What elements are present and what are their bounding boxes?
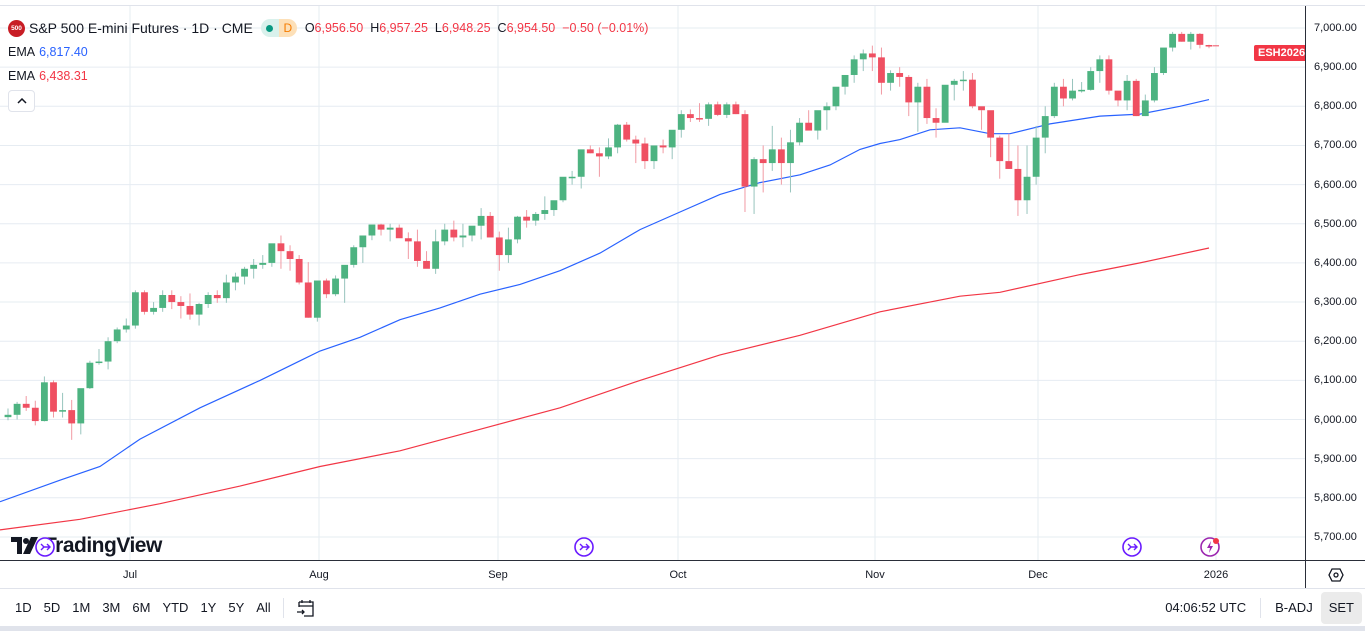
price-tick: 6,300.00 bbox=[1314, 296, 1357, 309]
range-1d-button[interactable]: 1D bbox=[15, 599, 32, 615]
price-tick: 6,600.00 bbox=[1314, 178, 1357, 191]
price-axis[interactable]: 7,000.00 6,900.00 6,800.00 6,700.00 6,600.00… bbox=[1305, 6, 1365, 560]
price-tick: 5,700.00 bbox=[1314, 530, 1357, 543]
rollover-icon[interactable] bbox=[1121, 536, 1143, 558]
bottom-strip bbox=[0, 626, 1365, 631]
change-value: −0.50 (−0.01%) bbox=[562, 21, 649, 35]
chart-pane[interactable]: 500 S&P 500 E-mini Futures · 1D · CME D … bbox=[0, 6, 1305, 560]
high-value: H6,957.25 bbox=[370, 21, 428, 35]
delayed-data-badge: D bbox=[278, 19, 297, 37]
price-tick: 6,700.00 bbox=[1314, 139, 1357, 152]
rollover-icon[interactable] bbox=[34, 536, 56, 558]
status-area: 04:06:52 UTC B-ADJ SET bbox=[1157, 589, 1365, 626]
ema-slow-legend[interactable]: EMA 6,438.31 bbox=[8, 64, 648, 88]
tradingview-watermark[interactable]: TradingView bbox=[11, 534, 162, 558]
ohlc-values: O6,956.50 H6,957.25 L6,948.25 C6,954.50 … bbox=[305, 21, 649, 35]
price-tick: 7,000.00 bbox=[1314, 22, 1357, 34]
market-open-dot-icon bbox=[260, 19, 279, 37]
range-ytd-button[interactable]: YTD bbox=[162, 599, 189, 615]
tradingview-logo-icon bbox=[11, 537, 38, 554]
chart-settings-button[interactable] bbox=[1305, 560, 1365, 588]
symbol-price-badge: ESH2026 bbox=[1254, 45, 1305, 61]
range-1m-button[interactable]: 1M bbox=[72, 599, 91, 615]
range-all-button[interactable]: All bbox=[256, 599, 271, 615]
ema-slow-value: 6,438.31 bbox=[39, 69, 88, 83]
bottom-toolbar: 1D 5D 1M 3M 6M YTD 1Y 5Y All 04:06:52 UT… bbox=[0, 588, 1365, 626]
time-tick: Sep bbox=[488, 569, 508, 581]
market-status-pill[interactable]: D bbox=[260, 19, 297, 37]
range-3m-button[interactable]: 3M bbox=[102, 599, 121, 615]
lightning-icon[interactable] bbox=[1199, 536, 1221, 558]
price-tick: 6,000.00 bbox=[1314, 413, 1357, 426]
date-range-buttons: 1D 5D 1M 3M 6M YTD 1Y 5Y All bbox=[9, 594, 277, 622]
go-to-date-button[interactable] bbox=[290, 594, 322, 622]
price-tick: 5,800.00 bbox=[1314, 491, 1357, 504]
ema-slow-label: EMA bbox=[8, 69, 36, 83]
range-6m-button[interactable]: 6M bbox=[132, 599, 151, 615]
toolbar-divider bbox=[1260, 597, 1262, 618]
price-tick: 6,900.00 bbox=[1314, 61, 1357, 74]
session-toggle[interactable]: SET bbox=[1320, 591, 1362, 624]
candlestick-chart[interactable] bbox=[0, 6, 1305, 560]
price-tick: 6,400.00 bbox=[1314, 256, 1357, 269]
time-tick: Jul bbox=[122, 569, 138, 581]
calendar-goto-icon bbox=[296, 599, 314, 617]
time-tick: Dec bbox=[1028, 569, 1048, 581]
symbol-logo: 500 bbox=[8, 19, 25, 37]
toolbar-divider bbox=[282, 597, 284, 618]
clock-utc[interactable]: 04:06:52 UTC bbox=[1165, 600, 1247, 615]
open-value: O6,956.50 bbox=[304, 21, 364, 35]
low-value: L6,948.25 bbox=[434, 21, 491, 35]
time-axis[interactable]: Jul Aug Sep Oct Nov Dec 2026 bbox=[0, 560, 1305, 588]
price-tick: 6,500.00 bbox=[1314, 217, 1357, 230]
range-5d-button[interactable]: 5D bbox=[43, 599, 61, 615]
gear-icon bbox=[1327, 567, 1344, 582]
time-tick: Aug bbox=[309, 569, 329, 581]
top-divider bbox=[0, 5, 1365, 6]
watermark-text: TradingView bbox=[44, 534, 162, 557]
ema-fast-value: 6,817.40 bbox=[39, 45, 88, 59]
range-1y-button[interactable]: 1Y bbox=[200, 599, 217, 615]
time-tick: 2026 bbox=[1203, 569, 1229, 581]
adjustment-toggle[interactable]: B-ADJ bbox=[1275, 600, 1313, 615]
close-value: C6,954.50 bbox=[497, 21, 556, 35]
symbol-legend[interactable]: 500 S&P 500 E-mini Futures · 1D · CME D … bbox=[8, 16, 648, 40]
price-tick: 6,100.00 bbox=[1314, 374, 1357, 387]
time-tick: Nov bbox=[865, 569, 885, 581]
chevron-up-icon bbox=[16, 98, 27, 104]
chart-legend: 500 S&P 500 E-mini Futures · 1D · CME D … bbox=[8, 16, 648, 112]
price-tick: 6,200.00 bbox=[1314, 335, 1357, 348]
price-tick: 6,800.00 bbox=[1314, 100, 1357, 113]
collapse-legend-button[interactable] bbox=[8, 90, 35, 112]
symbol-title[interactable]: S&P 500 E-mini Futures · 1D · CME bbox=[29, 20, 253, 36]
ema-fast-label: EMA bbox=[8, 45, 36, 59]
rollover-icon[interactable] bbox=[573, 536, 595, 558]
range-5y-button[interactable]: 5Y bbox=[228, 599, 245, 615]
ema-fast-legend[interactable]: EMA 6,817.40 bbox=[8, 40, 648, 64]
time-tick: Oct bbox=[669, 569, 687, 581]
price-tick: 5,900.00 bbox=[1314, 452, 1357, 465]
